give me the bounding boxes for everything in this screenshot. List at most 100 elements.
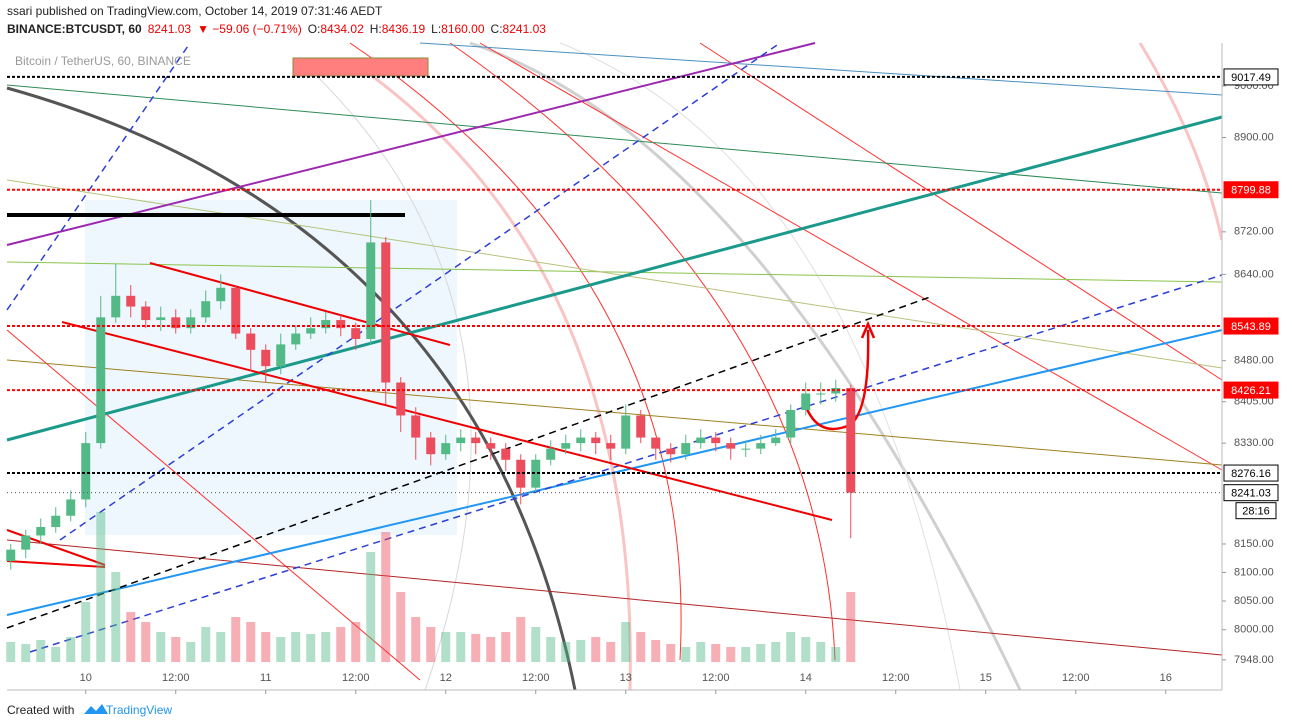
arc [449, 42, 836, 661]
zone-box [292, 57, 429, 77]
y-tick-label: 8100.00 [1234, 566, 1274, 578]
x-tick-label: 12:00 [702, 672, 730, 684]
candle-body [306, 328, 316, 334]
candle-body [261, 349, 271, 367]
candle-body [621, 415, 631, 449]
change: ▼ −59.06 (−0.71%) [197, 22, 302, 36]
y-tick-label: 8720.00 [1234, 226, 1274, 238]
candle-body [846, 388, 856, 493]
volume-bar [786, 632, 796, 662]
logo [84, 704, 108, 714]
price-label-box [1223, 381, 1279, 399]
volume-bar [246, 622, 256, 662]
x-tick-label: 11 [260, 672, 271, 684]
candle-body [396, 382, 406, 416]
candle-body [441, 443, 451, 455]
volume-bar [756, 644, 766, 662]
trend-line [6, 42, 816, 246]
volume-bar [36, 640, 46, 662]
price-label-box [1223, 181, 1279, 199]
candle-body [126, 295, 136, 307]
x-tick-label: 13 [620, 672, 632, 684]
candle-body [141, 306, 151, 321]
x-tick-label: 15 [980, 672, 992, 684]
candle-body [576, 437, 586, 444]
y-tick-label: 8050.00 [1234, 595, 1274, 607]
price-label-box [1223, 68, 1279, 86]
symbol: BINANCE:BTCUSDT, 60 [7, 22, 142, 36]
candle-body [636, 415, 646, 438]
arc [469, 41, 1022, 691]
volume-bar [801, 637, 811, 662]
candle-body [831, 388, 841, 394]
trend-line [61, 321, 833, 521]
candle-body [756, 443, 766, 449]
volume-bar [276, 637, 286, 662]
volume-bar [846, 592, 856, 662]
volume-bar [681, 647, 691, 662]
candle-body [456, 437, 466, 444]
x-tick-label: 12:00 [162, 672, 190, 684]
volume-bar [171, 637, 181, 662]
volume-bar [696, 642, 706, 662]
volume-bar [816, 642, 826, 662]
x-tick-label: 12 [440, 672, 452, 684]
candle-body [246, 333, 256, 350]
volume-bar [606, 642, 616, 662]
price-label-box [1223, 464, 1279, 482]
trend-line [6, 84, 1223, 194]
trend-line [6, 179, 1223, 369]
volume-bar [51, 647, 61, 662]
price-label: 8276.16 [1231, 468, 1271, 480]
ohlc-value: 8241.03 [503, 22, 547, 36]
price-label: 8426.21 [1231, 385, 1271, 397]
volume-bar [96, 512, 106, 662]
x-tick-label: 12:00 [522, 672, 550, 684]
volume-bar [201, 627, 211, 662]
candle-body [591, 437, 601, 444]
dashed-line [59, 42, 781, 541]
trend-line [6, 539, 1223, 656]
volume-bar [141, 622, 151, 662]
candle-body [171, 317, 181, 329]
x-tick-label: 14 [800, 672, 812, 684]
volume-bar [591, 637, 601, 662]
candle-body [66, 499, 76, 516]
ohlc-value: 8160.00 [441, 22, 485, 36]
trend-line [419, 42, 1223, 96]
volume-bar [186, 642, 196, 662]
candle-body [426, 437, 436, 455]
candle-body [771, 437, 781, 444]
published-line: ssari published on TradingView.com, Octo… [7, 4, 383, 18]
trend-line [6, 329, 421, 681]
volume-bar [441, 632, 451, 662]
volume-bar [336, 627, 346, 662]
volume-bar [486, 637, 496, 662]
volume-bar [81, 602, 91, 662]
candle-body [741, 448, 751, 450]
volume-bar [291, 632, 301, 662]
volume-bar [666, 644, 676, 662]
candle-body [216, 287, 226, 302]
dashed-line [6, 42, 191, 311]
arc [349, 42, 682, 661]
volume-bar [366, 552, 376, 662]
candle-body [681, 443, 691, 455]
x-tick-label: 12:00 [1062, 672, 1090, 684]
candle-body [51, 515, 61, 528]
volume-bar [6, 642, 16, 662]
candle-body [471, 437, 481, 444]
candle-body [36, 527, 46, 536]
volume-bar [456, 632, 466, 662]
volume-bar [156, 632, 166, 662]
x-tick-label: 10 [80, 672, 92, 684]
candle-body [711, 437, 721, 444]
price-axis [1222, 43, 1292, 690]
symbol-line: BINANCE:BTCUSDT, 60 8241.03 ▼ −59.06 (−0.7… [7, 22, 546, 36]
y-tick-label: 8480.00 [1234, 355, 1274, 367]
x-tick-label: 16 [1160, 672, 1172, 684]
volume-bar [261, 632, 271, 662]
candle-body [366, 242, 376, 339]
trend-line [479, 42, 1223, 471]
candle-body [336, 320, 346, 329]
